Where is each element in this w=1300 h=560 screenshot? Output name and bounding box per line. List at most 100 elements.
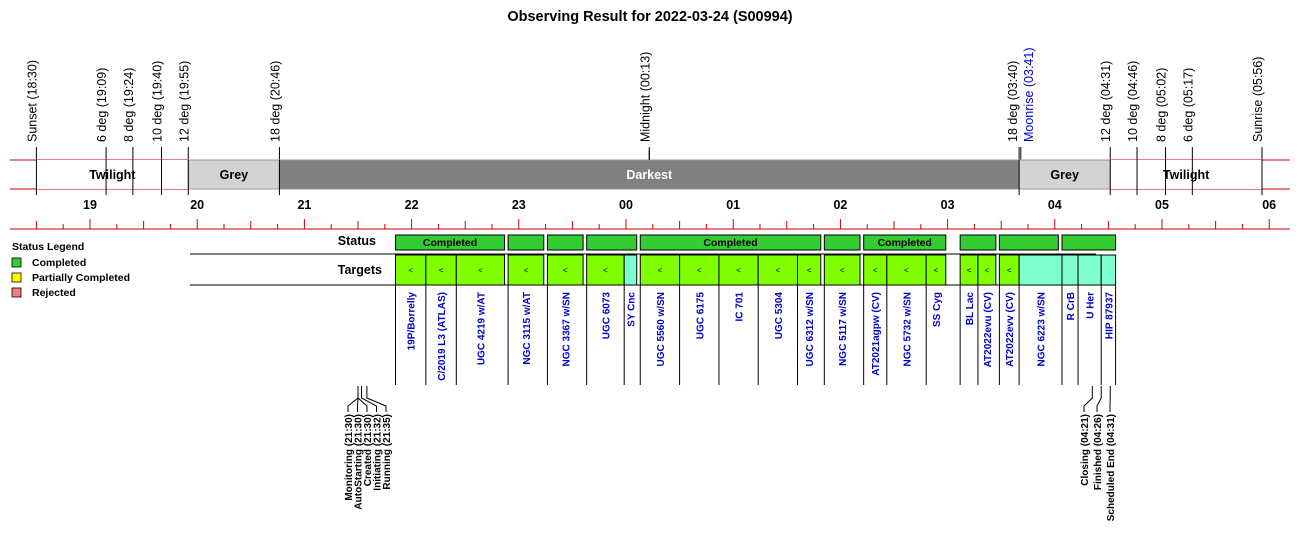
- status-block-1: [507, 234, 545, 251]
- sky-band-4: [1110, 160, 1263, 189]
- chart-title: Observing Result for 2022-03-24 (S00994): [507, 9, 792, 25]
- target-name-ic-701: IC 701: [735, 292, 746, 322]
- hour-axis: 19 20 21 22 23 00 01 02 03 04 05 06: [10, 198, 1290, 230]
- sky-band-label-4: Twilight: [1163, 168, 1210, 182]
- target-name-ugc-5560-w-sn: UGC 5560 w/SN: [656, 292, 667, 366]
- target-mark-ngc-3115-w-at: <: [524, 266, 529, 275]
- target-block-hip-87937: [1100, 254, 1117, 286]
- status-block-label-4: Completed: [703, 237, 757, 249]
- target-mark-at2021agpw-cv: <: [873, 266, 878, 275]
- hour-tick-label-21: 21: [297, 198, 311, 212]
- target-mark-bl-lac: <: [967, 266, 972, 275]
- target-block-r-crb: [1061, 254, 1079, 286]
- event-end-label-scheduled-end-04-31: Scheduled End (04:31): [1106, 414, 1117, 521]
- target-mark-ugc-5560-w-sn: <: [658, 266, 663, 275]
- legend-swatch-partially-completed: [11, 272, 22, 283]
- target-block-ugc-6073: [586, 254, 625, 286]
- event-start-label-monitoring-21-30: Monitoring (21:30): [344, 414, 355, 501]
- target-mark-19p-borrelly: <: [408, 266, 413, 275]
- twilight-event-label-0: Sunset (18:30): [25, 60, 39, 142]
- target-block-ugc-6312-w-sn: [797, 254, 822, 286]
- target-mark-at2022evu-cv: <: [985, 266, 990, 275]
- event-end-connector-0: [1083, 386, 1093, 412]
- hour-tick-label-03: 03: [941, 198, 955, 212]
- sky-band-0: [36, 160, 189, 189]
- status-block-label-0: Completed: [423, 237, 477, 249]
- legend-swatch-rejected: [11, 287, 22, 298]
- twilight-event-label-4: 12 deg (19:55): [177, 61, 191, 142]
- target-name-ugc-6175: UGC 6175: [695, 292, 706, 340]
- sky-band-2: [278, 159, 1020, 190]
- status-block-8: [998, 234, 1059, 251]
- legend-title: Status Legend: [12, 241, 84, 253]
- twilight-event-label-2: 8 deg (19:24): [122, 68, 136, 142]
- target-block-ugc-6175: [679, 254, 720, 286]
- target-block-ugc-5304: [757, 254, 799, 286]
- target-name-sy-cnc: SY Cnc: [626, 292, 637, 327]
- twilight-event-label-8: Moonrise (03:41): [1022, 48, 1036, 143]
- target-name-ugc-6312-w-sn: UGC 6312 w/SN: [805, 292, 816, 366]
- status-block-3: [586, 234, 638, 251]
- targets-row: Targets <19P/Borrelly < C/2019 L3 (ATLAS) < U…: [190, 254, 1117, 385]
- target-block-19p-borrelly: [395, 254, 427, 286]
- twilight-event-label-12: 6 deg (05:17): [1181, 68, 1195, 142]
- sky-band-label-3: Grey: [1050, 168, 1079, 182]
- hour-tick-label-19: 19: [83, 198, 97, 212]
- hour-tick-label-22: 22: [405, 198, 419, 212]
- sky-band-label-2: Darkest: [626, 168, 673, 182]
- target-mark-ugc-6073: <: [603, 266, 608, 275]
- target-name-ugc-4219-w-at: UGC 4219 w/AT: [476, 292, 487, 365]
- target-block-ngc-3115-w-at: [507, 254, 545, 286]
- target-name-ugc-6073: UGC 6073: [601, 292, 612, 340]
- sky-condition-bands: Twilight Grey Darkest Grey Twilight: [10, 150, 1290, 195]
- hour-tick-label-00: 00: [619, 198, 633, 212]
- hour-tick-label-20: 20: [190, 198, 204, 212]
- sky-band-1: [187, 159, 280, 190]
- sky-band-label-1: Grey: [220, 168, 249, 182]
- target-block-ugc-4219-w-at: [455, 254, 506, 286]
- target-name-ss-cyg: SS Cyg: [932, 292, 943, 327]
- target-block-u-her: [1077, 254, 1102, 286]
- hour-tick-label-05: 05: [1155, 198, 1169, 212]
- target-mark-ic-701: <: [736, 266, 741, 275]
- status-block-5: [823, 234, 861, 251]
- twilight-event-label-6: Midnight (00:13): [638, 52, 652, 142]
- twilight-event-label-11: 8 deg (05:02): [1155, 68, 1169, 142]
- target-mark-ngc-5117-w-sn: <: [840, 266, 845, 275]
- target-name-ugc-5304: UGC 5304: [774, 292, 785, 340]
- status-block-9: [1061, 234, 1117, 251]
- legend-label-partially-completed: Partially Completed: [32, 272, 130, 284]
- target-name-ngc-3115-w-at: NGC 3115 w/AT: [522, 292, 533, 365]
- hour-tick-label-23: 23: [512, 198, 526, 212]
- status-block-4: [639, 234, 822, 251]
- target-mark-ugc-6175: <: [697, 266, 702, 275]
- target-block-at2022evu-cv: [977, 254, 997, 286]
- target-mark-ngc-3367-w-sn: <: [563, 266, 568, 275]
- hour-tick-label-04: 04: [1048, 198, 1062, 212]
- twilight-event-label-5: 18 deg (20:46): [268, 61, 282, 142]
- target-name-at2022evv-cv: AT2022evv (CV): [1005, 292, 1016, 367]
- hour-tick-label-06: 06: [1262, 198, 1276, 212]
- target-name-c-2019-l3-atlas: C/2019 L3 (ATLAS): [437, 292, 448, 381]
- status-block-6: [863, 234, 947, 251]
- event-start-connector-2: [357, 386, 368, 412]
- target-block-ngc-5117-w-sn: [823, 254, 861, 286]
- target-mark-ugc-6312-w-sn: <: [807, 266, 812, 275]
- twilight-event-label-9: 12 deg (04:31): [1099, 61, 1113, 142]
- target-name-hip-87937: HIP 87937: [1104, 292, 1115, 340]
- twilight-event-label-3: 10 deg (19:40): [151, 61, 165, 142]
- status-block-7: [959, 234, 997, 251]
- status-legend: Status Legend Completed Partially Complete…: [11, 241, 130, 299]
- twilight-event-label-7: 18 deg (03:40): [1006, 61, 1020, 142]
- target-name-u-her: U Her: [1086, 292, 1097, 319]
- twilight-event-label-10: 10 deg (04:46): [1126, 61, 1140, 142]
- event-start-label-running-21-35: Running (21:35): [382, 414, 393, 490]
- target-block-sy-cnc: [623, 254, 638, 286]
- target-name-ngc-6223-w-sn: NGC 6223 w/SN: [1037, 292, 1048, 366]
- hour-tick-label-01: 01: [726, 198, 740, 212]
- twilight-event-labels: Sunset (18:30) 6 deg (19:09) 8 deg (19:24)…: [25, 48, 1265, 160]
- targets-row-label: Targets: [338, 263, 382, 277]
- event-start-label-initiating-21-32: Initiating (21:32): [373, 414, 384, 491]
- event-start-connector-0: [347, 386, 359, 412]
